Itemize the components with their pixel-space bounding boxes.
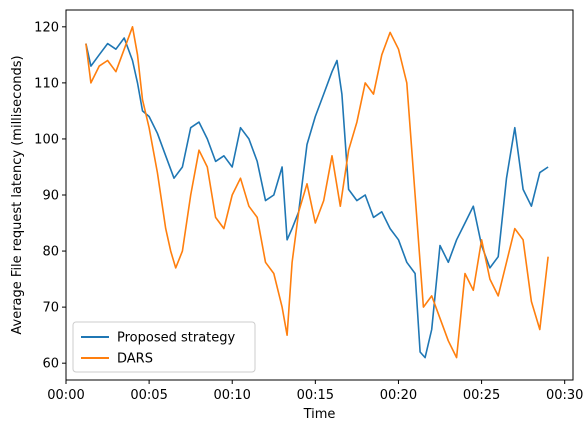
x-tick-label: 00:15 [297, 388, 334, 403]
legend-label-proposed-strategy: Proposed strategy [117, 331, 236, 346]
y-axis-label: Average File request latency (millisecon… [10, 55, 25, 334]
x-tick-label: 00:25 [463, 388, 500, 403]
x-axis-ticks: 00:00 00:05 00:10 00:15 00:20 00:25 00:30 [47, 380, 583, 403]
legend-label-dars: DARS [117, 352, 153, 367]
y-axis-ticks: 60 70 80 90 100 110 120 [34, 20, 66, 372]
y-tick-label: 110 [34, 76, 59, 91]
x-tick-label: 00:20 [380, 388, 417, 403]
series-line-proposed-strategy [85, 37, 549, 359]
y-tick-label: 100 [34, 132, 59, 147]
legend: Proposed strategy DARS [72, 321, 256, 373]
x-axis-label: Time [303, 407, 336, 422]
x-tick-label: 00:00 [47, 388, 84, 403]
plot-lines [85, 25, 549, 359]
x-tick-label: 00:10 [213, 388, 250, 403]
x-tick-label: 00:30 [546, 388, 583, 403]
y-tick-label: 80 [42, 245, 59, 260]
y-tick-label: 70 [42, 301, 59, 316]
series-line-dars [85, 25, 549, 359]
legend-box [72, 321, 256, 373]
y-tick-label: 60 [42, 357, 59, 372]
x-tick-label: 00:05 [130, 388, 167, 403]
y-tick-label: 120 [34, 20, 59, 35]
y-tick-label: 90 [42, 189, 59, 204]
